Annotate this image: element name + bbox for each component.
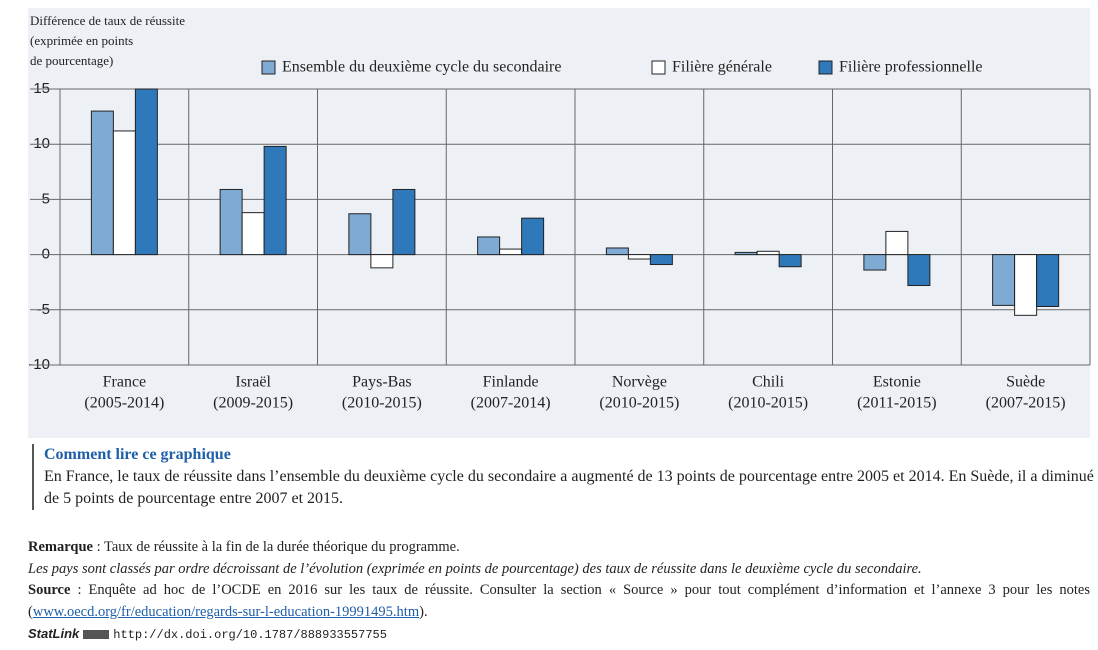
bar <box>605 247 629 256</box>
remark-text: : Taux de réussite à la fin de la durée … <box>92 539 460 555</box>
legend-swatch <box>261 60 276 75</box>
y-axis-title: Différence de taux de réussite <box>30 13 185 28</box>
chart: Différence de taux de réussite (exprimée… <box>28 8 1091 438</box>
legend-label: Filière générale <box>672 59 772 76</box>
bar <box>112 130 136 256</box>
source-link[interactable]: www.oecd.org/fr/education/regards-sur-l-… <box>32 603 420 620</box>
x-tick-label: Estonie <box>873 374 921 391</box>
bar <box>219 188 243 256</box>
bar <box>734 251 758 256</box>
y-axis-title: de pourcentage) <box>30 53 113 68</box>
legend-swatch <box>651 60 666 75</box>
x-tick-label: Finlande <box>483 374 539 391</box>
x-tick-label: (2010-2015) <box>342 395 422 412</box>
bar <box>392 188 416 256</box>
bar <box>778 254 802 268</box>
x-tick-label: Israël <box>235 374 271 391</box>
y-axis-title: (exprimée en points <box>30 33 133 48</box>
y-tick-label: -5 <box>37 301 50 318</box>
x-tick-label: Suède <box>1006 374 1045 391</box>
bar <box>370 254 394 269</box>
bar <box>885 230 909 256</box>
x-tick-label: (2007-2014) <box>471 395 551 412</box>
reading-guide-title: Comment lire ce graphique <box>44 446 231 463</box>
bar <box>521 217 545 256</box>
bar <box>90 110 114 256</box>
legend-label: Filière professionnelle <box>839 59 983 76</box>
bar <box>756 250 780 256</box>
bar <box>627 254 651 260</box>
x-tick-label: Pays-Bas <box>352 374 412 391</box>
statlink: StatLink http://dx.doi.org/10.1787/888933… <box>28 623 1090 647</box>
y-tick-label: -10 <box>28 356 50 373</box>
notes: Remarque : Taux de réussite à la fin de … <box>28 537 1090 647</box>
bar <box>1014 254 1038 316</box>
x-tick-label: (2011-2015) <box>857 395 936 412</box>
reading-guide-text: En France, le taux de réussite dans l’en… <box>44 468 1094 507</box>
bar <box>907 254 931 287</box>
bar <box>477 236 501 256</box>
y-tick-label: 5 <box>42 190 50 207</box>
bar <box>1036 254 1060 307</box>
legend-swatch <box>818 60 833 75</box>
x-tick-label: (2007-2015) <box>986 395 1066 412</box>
bar <box>499 248 523 256</box>
x-tick-label: France <box>103 374 147 391</box>
bar <box>348 213 372 256</box>
x-tick-label: (2005-2014) <box>84 395 164 412</box>
x-tick-label: Chili <box>752 374 785 391</box>
statlink-url[interactable]: http://dx.doi.org/10.1787/888933557755 <box>113 628 387 642</box>
x-tick-label: (2010-2015) <box>728 395 808 412</box>
bar <box>863 254 887 271</box>
chart-background <box>28 8 1090 438</box>
remark-label: Remarque <box>28 539 93 555</box>
y-tick-label: 10 <box>33 135 50 152</box>
bar <box>241 212 265 256</box>
order-note: Les pays sont classés par ordre décroiss… <box>28 560 922 577</box>
legend-label: Ensemble du deuxième cycle du secondaire <box>282 59 561 76</box>
x-tick-label: (2009-2015) <box>213 395 293 412</box>
bar <box>992 254 1016 306</box>
y-tick-label: 15 <box>33 80 50 97</box>
y-tick-label: 0 <box>42 246 50 263</box>
remark: Remarque : Taux de réussite à la fin de … <box>28 537 1090 559</box>
statlink-label: StatLink <box>28 626 80 641</box>
x-tick-label: Norvège <box>612 374 667 391</box>
bar <box>649 254 673 266</box>
bar <box>263 145 287 256</box>
bar <box>134 88 158 256</box>
source: Source : Enquête ad hoc de l’OCDE en 201… <box>28 580 1090 623</box>
source-text: : Enquête ad hoc de l’OCDE en 2016 sur l… <box>28 582 1090 620</box>
source-end: ). <box>419 603 428 620</box>
source-label: Source <box>28 582 71 598</box>
reading-guide: Comment lire ce graphique En France, le … <box>32 444 1094 510</box>
statlink-icon <box>83 630 110 640</box>
x-tick-label: (2010-2015) <box>599 395 679 412</box>
